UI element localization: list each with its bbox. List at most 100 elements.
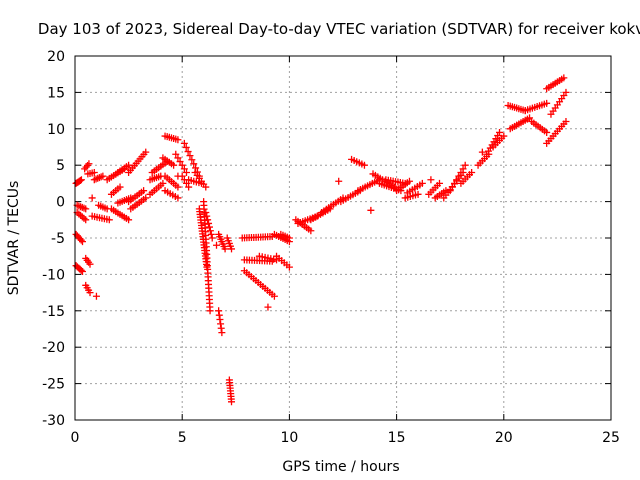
data-point	[176, 158, 184, 166]
tick-labels: 0 5 10 15 20 25 20 15 10 5 0 -5 -10 -15 -20 -25 -30	[42, 49, 620, 446]
data-point	[174, 172, 182, 180]
data-point	[142, 194, 150, 202]
data-point	[496, 128, 504, 136]
data-point	[174, 194, 182, 202]
data-point	[405, 177, 413, 185]
data-point	[184, 148, 192, 156]
data-point	[562, 118, 570, 126]
data-point	[414, 190, 422, 198]
data-point	[205, 223, 213, 231]
data-point	[90, 168, 98, 176]
data-point	[221, 245, 229, 253]
y-tick-label: -30	[42, 413, 65, 429]
data-point	[77, 266, 85, 274]
data-point	[543, 99, 551, 107]
data-point	[450, 179, 458, 187]
y-tick-label: 0	[56, 195, 65, 211]
plot-frame	[74, 55, 612, 421]
data-point	[140, 187, 148, 195]
data-point	[461, 161, 469, 169]
data-point	[170, 161, 178, 169]
data-point	[500, 132, 508, 140]
x-axis-title: GPS time / hours	[282, 459, 399, 475]
data-point	[92, 292, 100, 300]
data-point	[526, 114, 534, 122]
data-point	[307, 227, 315, 235]
y-tick-label: -10	[42, 267, 65, 283]
data-point	[85, 160, 93, 168]
x-tick-label: 10	[280, 430, 298, 446]
data-point	[560, 74, 568, 82]
y-axis-title: SDTVAR / TECUs	[6, 181, 22, 296]
data-point	[174, 136, 182, 144]
y-tick-label: 15	[47, 85, 65, 101]
y-tick-label: -25	[42, 377, 65, 393]
x-tick-label: 20	[495, 430, 513, 446]
data-point	[180, 165, 188, 173]
data-point	[86, 260, 94, 268]
data-point	[88, 194, 96, 202]
data-point	[182, 168, 190, 176]
y-tick-label: -15	[42, 304, 65, 320]
y-tick-label: 5	[56, 158, 65, 174]
data-point	[86, 289, 94, 297]
data-point	[478, 148, 486, 156]
data-point	[367, 206, 375, 214]
y-tick-label: 20	[47, 49, 65, 65]
data-point	[82, 205, 90, 213]
y-tick-label: -5	[51, 231, 65, 247]
data-point	[427, 176, 435, 184]
data-point	[125, 216, 133, 224]
data-point	[455, 172, 463, 180]
x-tick-label: 0	[71, 430, 80, 446]
x-tick-label: 25	[602, 430, 620, 446]
data-point	[285, 234, 293, 242]
data-point	[218, 329, 226, 337]
data-point	[172, 150, 180, 158]
data-point	[182, 179, 190, 187]
x-tick-label: 15	[388, 430, 406, 446]
data-point	[418, 179, 426, 187]
data-point	[99, 172, 107, 180]
data-point	[270, 292, 278, 300]
data-point	[459, 165, 467, 173]
data-point	[446, 187, 454, 195]
data-point	[206, 307, 214, 315]
data-point	[457, 168, 465, 176]
data-point	[202, 209, 210, 217]
data-point	[178, 161, 186, 169]
data-point	[203, 212, 211, 220]
data-point	[190, 160, 198, 168]
data-point	[207, 230, 215, 238]
chart-title: Day 103 of 2023, Sidereal Day-to-day VTE…	[38, 20, 640, 38]
data-point	[82, 216, 90, 224]
data-point	[185, 183, 193, 191]
data-point	[435, 179, 443, 187]
y-tick-label: -20	[42, 340, 65, 356]
data-point	[360, 161, 368, 169]
data-point	[228, 245, 236, 253]
y-tick-label: 10	[47, 122, 65, 138]
data-point	[180, 139, 188, 147]
data-point	[202, 183, 210, 191]
data-point	[76, 176, 84, 184]
data-point	[335, 177, 343, 185]
data-point	[142, 148, 150, 156]
data-point	[188, 156, 196, 164]
data-point	[174, 183, 182, 191]
data-point	[182, 143, 190, 151]
data-point	[186, 152, 194, 160]
data-point	[79, 238, 87, 246]
data-point	[159, 179, 167, 187]
data-point	[213, 241, 221, 249]
data-point	[204, 216, 212, 224]
data-point	[174, 154, 182, 162]
data-point	[264, 303, 272, 311]
data-point	[543, 128, 551, 136]
data-point	[285, 263, 293, 271]
data-point	[208, 234, 216, 242]
data-point	[116, 183, 124, 191]
data-points	[72, 74, 570, 406]
data-point	[79, 267, 87, 275]
